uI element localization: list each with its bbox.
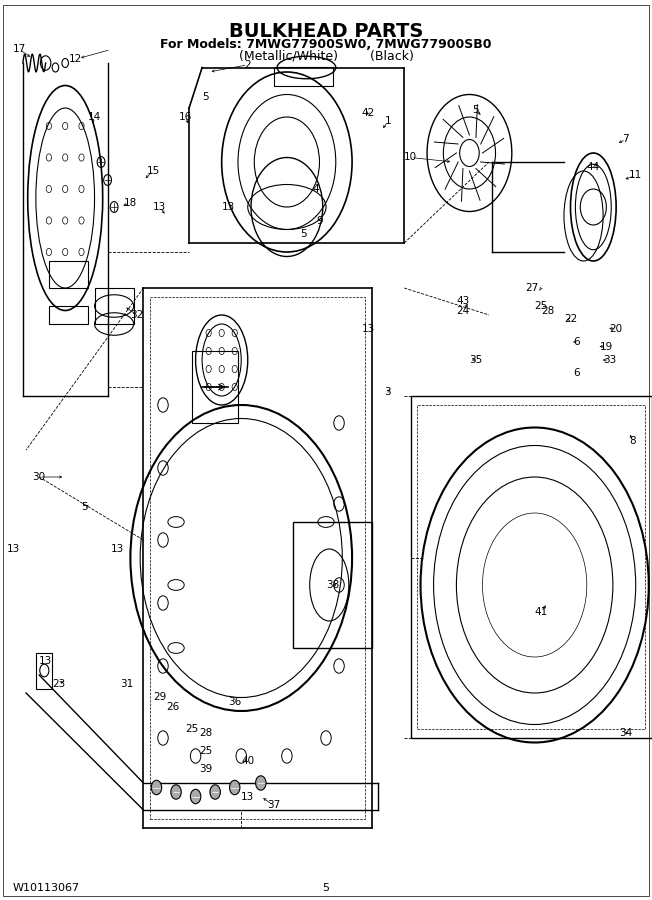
Text: 12: 12 xyxy=(68,53,82,64)
Text: 43: 43 xyxy=(456,296,469,307)
Text: 13: 13 xyxy=(111,544,124,554)
Text: 5: 5 xyxy=(82,501,88,512)
Text: 35: 35 xyxy=(469,355,482,365)
Text: 29: 29 xyxy=(153,692,166,703)
Bar xyxy=(95,288,134,324)
Text: 25: 25 xyxy=(199,746,212,757)
Text: 31: 31 xyxy=(121,679,134,689)
Text: 22: 22 xyxy=(564,314,577,325)
Text: 37: 37 xyxy=(267,800,280,811)
Text: 30: 30 xyxy=(33,472,46,482)
Text: (Metallic/White)        (Black): (Metallic/White) (Black) xyxy=(239,50,413,62)
Text: 34: 34 xyxy=(619,728,632,739)
Text: 5: 5 xyxy=(202,92,209,103)
Text: 39: 39 xyxy=(199,764,212,775)
Text: 13: 13 xyxy=(241,791,254,802)
Bar xyxy=(417,405,645,729)
Text: 27: 27 xyxy=(525,283,538,293)
Text: 15: 15 xyxy=(147,166,160,176)
Text: 36: 36 xyxy=(228,697,241,707)
Text: 18: 18 xyxy=(124,197,137,208)
Text: W10113067: W10113067 xyxy=(13,883,80,894)
Text: 6: 6 xyxy=(574,337,580,347)
Bar xyxy=(49,261,88,288)
Bar xyxy=(36,652,52,688)
Text: 6: 6 xyxy=(574,368,580,379)
Text: BULKHEAD PARTS: BULKHEAD PARTS xyxy=(229,22,423,41)
Text: 10: 10 xyxy=(404,152,417,163)
Text: 13: 13 xyxy=(39,656,52,667)
Text: 13: 13 xyxy=(222,202,235,212)
Circle shape xyxy=(256,776,266,790)
Text: 40: 40 xyxy=(241,755,254,766)
Bar xyxy=(411,396,652,738)
Circle shape xyxy=(190,789,201,804)
Text: 8: 8 xyxy=(629,436,636,446)
Circle shape xyxy=(210,785,220,799)
Text: 4: 4 xyxy=(313,184,319,194)
Text: 7: 7 xyxy=(623,134,629,145)
Text: 25: 25 xyxy=(535,301,548,311)
Text: 11: 11 xyxy=(629,170,642,181)
Text: 1: 1 xyxy=(385,116,391,127)
Text: 13: 13 xyxy=(153,202,166,212)
Circle shape xyxy=(171,785,181,799)
Text: 32: 32 xyxy=(130,310,143,320)
Text: 3: 3 xyxy=(385,386,391,397)
Text: 17: 17 xyxy=(13,44,26,55)
Text: 28: 28 xyxy=(199,728,212,739)
Text: 28: 28 xyxy=(541,305,554,316)
Text: 19: 19 xyxy=(600,341,613,352)
Text: 5: 5 xyxy=(473,104,479,115)
Text: 25: 25 xyxy=(186,724,199,734)
Bar xyxy=(150,297,365,819)
Text: 26: 26 xyxy=(166,701,179,712)
Text: 16: 16 xyxy=(179,112,192,122)
Text: 24: 24 xyxy=(456,305,469,316)
Text: 5: 5 xyxy=(300,229,306,239)
Bar xyxy=(192,351,238,423)
Bar xyxy=(293,522,372,648)
Text: 23: 23 xyxy=(52,679,65,689)
Text: 38: 38 xyxy=(326,580,339,590)
Bar xyxy=(49,306,88,324)
Bar xyxy=(274,68,333,86)
Text: 42: 42 xyxy=(362,107,375,118)
Text: 33: 33 xyxy=(603,355,616,365)
Text: For Models: 7MWG77900SW0, 7MWG77900SB0: For Models: 7MWG77900SW0, 7MWG77900SB0 xyxy=(160,39,492,51)
Text: 2: 2 xyxy=(244,59,251,70)
Text: 13: 13 xyxy=(362,323,375,334)
Text: 9: 9 xyxy=(316,215,323,226)
Text: 41: 41 xyxy=(535,607,548,617)
Text: 44: 44 xyxy=(587,161,600,172)
Text: 5: 5 xyxy=(323,883,329,894)
Text: 20: 20 xyxy=(610,323,623,334)
Circle shape xyxy=(151,780,162,795)
Text: 14: 14 xyxy=(88,112,101,122)
Circle shape xyxy=(230,780,240,795)
Text: 13: 13 xyxy=(7,544,20,554)
